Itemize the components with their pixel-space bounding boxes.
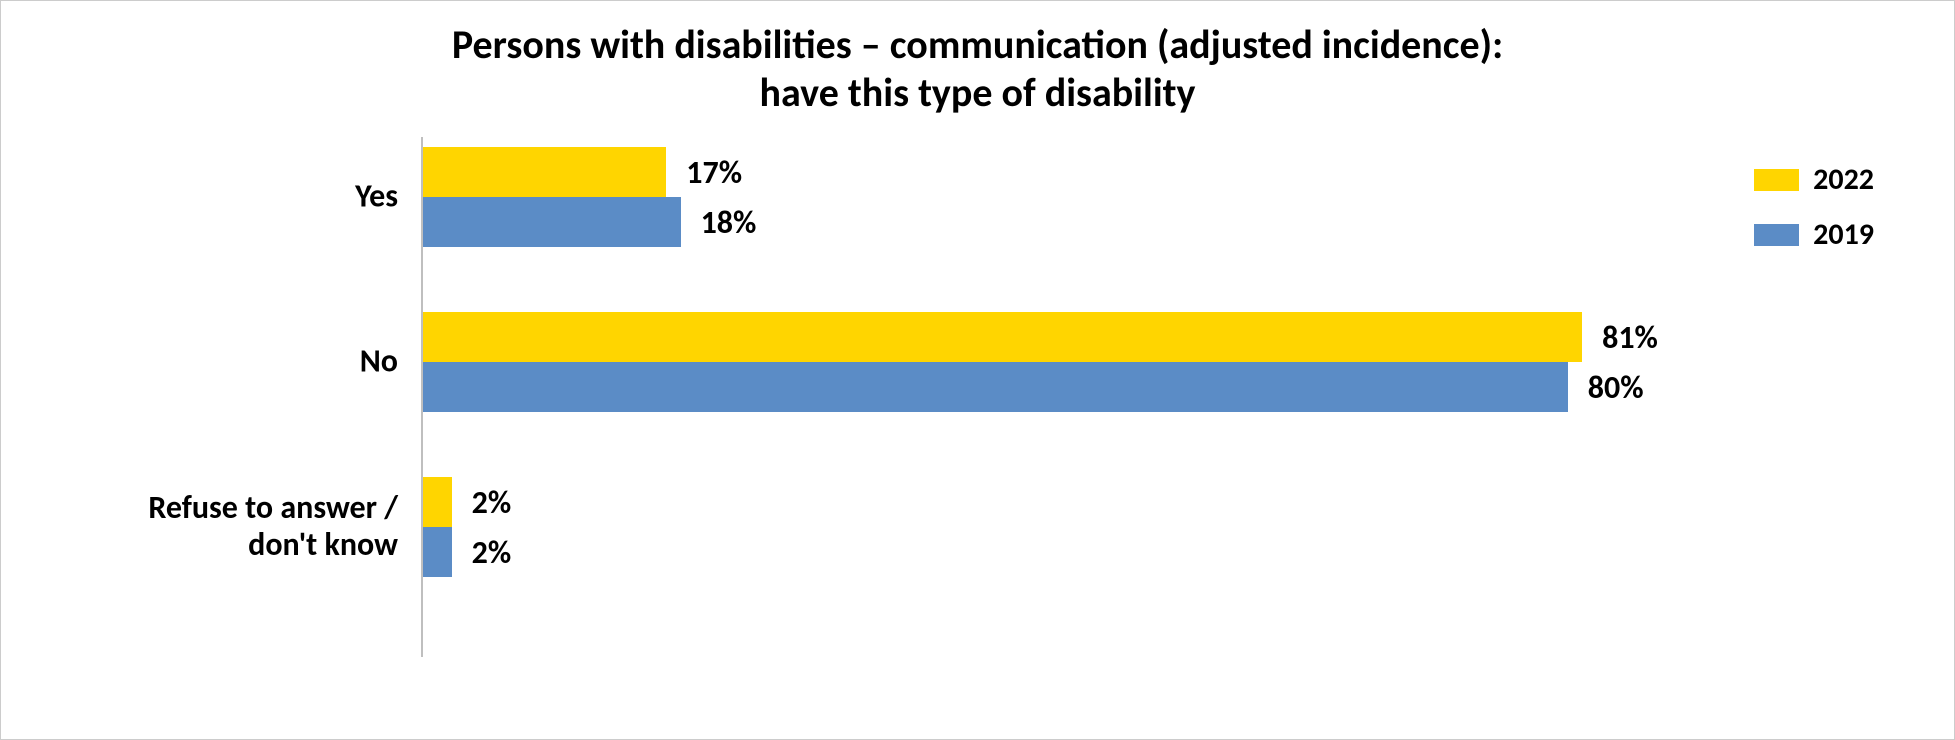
title-line-1: Persons with disabilities – communicatio…: [41, 21, 1914, 69]
category-refuse: Refuse to answer / don't know 2% 2%: [423, 477, 1854, 577]
bar-label-refuse-2022: 2%: [472, 483, 512, 522]
cat-label-refuse: Refuse to answer / don't know: [58, 490, 398, 564]
chart-container: Persons with disabilities – communicatio…: [0, 0, 1955, 740]
bar-label-yes-2022: 17%: [686, 153, 742, 192]
bar-no-2022: [423, 312, 1582, 362]
plot-area: Yes 17% 18% No 81%: [421, 137, 1854, 657]
bar-label-no-2019: 80%: [1588, 368, 1644, 407]
bar-yes-2019: [423, 197, 681, 247]
bar-refuse-2022: [423, 477, 452, 527]
bar-label-no-2022: 81%: [1602, 318, 1658, 357]
bar-yes-2022: [423, 147, 666, 197]
category-yes: Yes 17% 18%: [423, 147, 1854, 247]
cat-label-no: No: [58, 344, 398, 381]
category-no: No 81% 80%: [423, 312, 1854, 412]
cat-label-yes: Yes: [58, 179, 398, 216]
bar-label-refuse-2019: 2%: [472, 533, 512, 572]
cat-label-refuse-line1: Refuse to answer /: [58, 490, 398, 527]
bar-refuse-2019: [423, 527, 452, 577]
title-line-2: have this type of disability: [41, 69, 1914, 117]
bar-no-2019: [423, 362, 1568, 412]
chart-title: Persons with disabilities – communicatio…: [41, 21, 1914, 117]
bar-label-yes-2019: 18%: [701, 203, 757, 242]
cat-label-refuse-line2: don't know: [58, 527, 398, 564]
